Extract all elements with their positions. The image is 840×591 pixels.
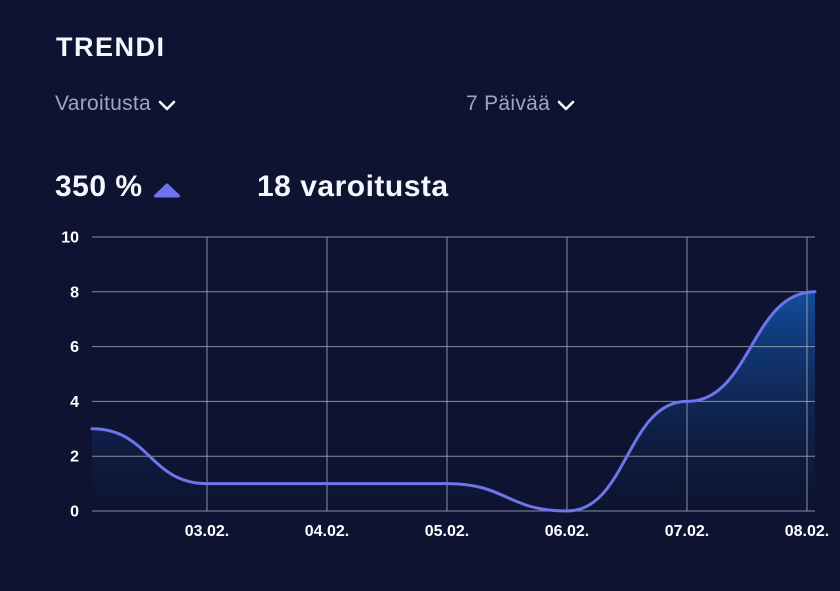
x-tick-label: 08.02. xyxy=(785,523,829,540)
total-warnings-value: 18 varoitusta xyxy=(257,170,449,203)
x-tick-label: 05.02. xyxy=(425,523,469,540)
change-percent-stat: 350 % xyxy=(55,172,180,202)
series-line xyxy=(90,290,817,513)
y-tick-label: 6 xyxy=(70,339,79,356)
metric-dropdown[interactable]: Varoitusta xyxy=(55,93,176,114)
page-title: TRENDI xyxy=(56,32,166,62)
y-tick-label: 8 xyxy=(70,284,79,301)
trend-area-chart: 0 2 4 6 8 10 03.02. 04.02. 05.02. 06.02. 07.02. 08.… xyxy=(40,225,840,555)
change-percent-value: 350 % xyxy=(55,170,143,203)
y-tick-label: 4 xyxy=(70,394,79,411)
x-tick-label: 06.02. xyxy=(545,523,589,540)
period-dropdown[interactable]: 7 Päivää xyxy=(466,93,575,114)
metric-dropdown-label: Varoitusta xyxy=(55,92,151,115)
x-tick-label: 03.02. xyxy=(185,523,229,540)
y-tick-label: 2 xyxy=(70,449,79,466)
y-tick-label: 0 xyxy=(70,504,79,521)
period-dropdown-label: 7 Päivää xyxy=(466,92,551,115)
triangle-up-icon xyxy=(153,183,180,198)
x-tick-label: 04.02. xyxy=(305,523,349,540)
trend-chart-svg: 0 2 4 6 8 10 03.02. 04.02. 05.02. 06.02. 07.02. 08.… xyxy=(61,230,829,541)
y-tick-label: 10 xyxy=(61,230,79,247)
x-tick-label: 07.02. xyxy=(665,523,709,540)
chevron-down-icon xyxy=(158,100,176,110)
chevron-down-icon xyxy=(557,100,575,110)
